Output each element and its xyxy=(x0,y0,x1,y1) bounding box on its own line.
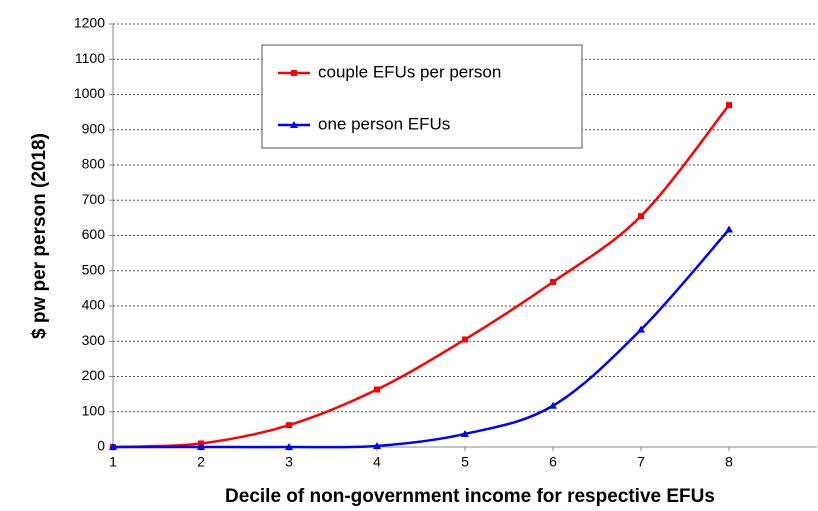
point xyxy=(197,443,205,450)
point xyxy=(285,443,293,450)
point xyxy=(374,386,380,393)
point xyxy=(286,422,292,429)
y-tick-label: 1200 xyxy=(74,15,105,31)
point xyxy=(637,325,645,333)
point xyxy=(462,336,468,343)
point xyxy=(550,279,556,286)
legend-marker xyxy=(291,70,297,76)
y-tick-label: 500 xyxy=(82,261,106,277)
x-tick-label: 2 xyxy=(197,454,205,470)
point xyxy=(726,102,732,109)
y-tick-label: 0 xyxy=(97,438,105,454)
x-tick-label: 6 xyxy=(549,454,557,470)
point xyxy=(549,401,557,409)
y-tick-label: 400 xyxy=(82,297,106,313)
y-tick-label: 100 xyxy=(82,402,106,418)
y-tick-label: 600 xyxy=(82,226,106,242)
y-tick-label: 1100 xyxy=(75,50,105,66)
x-tick-label: 7 xyxy=(637,454,645,470)
x-axis-title: Decile of non-government income for resp… xyxy=(225,486,715,507)
y-tick-label: 300 xyxy=(82,332,106,348)
y-tick-label: 1000 xyxy=(74,85,105,101)
x-tick-label: 1 xyxy=(109,454,117,470)
x-tick-label: 4 xyxy=(373,454,381,470)
legend-marker xyxy=(290,121,298,128)
series-line xyxy=(113,228,730,449)
x-tick-label: 5 xyxy=(461,454,469,470)
point xyxy=(725,225,733,233)
legend-label: one person EFUs xyxy=(318,114,450,133)
x-tick-label: 8 xyxy=(725,454,733,470)
y-axis-title: $ pw per person (2018) xyxy=(29,133,50,339)
point xyxy=(461,429,469,437)
y-tick-label: 900 xyxy=(82,120,106,136)
y-tick-label: 700 xyxy=(82,191,106,207)
x-tick-label: 3 xyxy=(285,454,293,470)
legend-label: couple EFUs per person xyxy=(318,62,501,81)
y-tick-label: 800 xyxy=(82,156,106,172)
point xyxy=(373,441,381,449)
y-tick-label: 200 xyxy=(82,367,106,383)
series-line xyxy=(112,104,730,449)
legend-box xyxy=(261,44,583,149)
point xyxy=(638,213,644,220)
point xyxy=(109,443,117,450)
